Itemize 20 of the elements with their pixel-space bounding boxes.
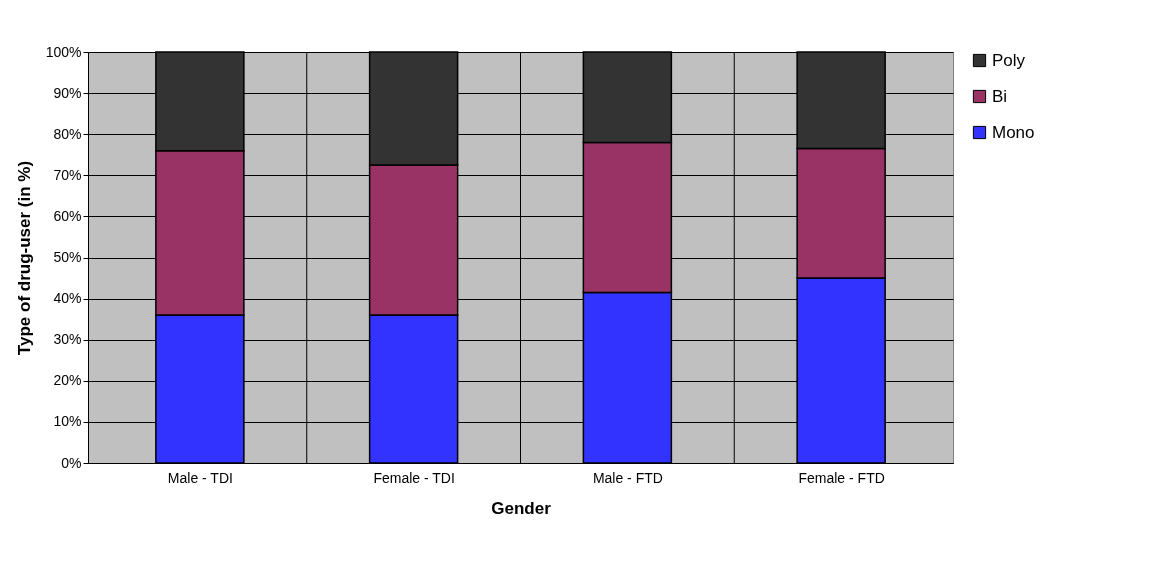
legend-label: Poly <box>992 50 1026 70</box>
y-tick-label: 50% <box>53 249 82 265</box>
y-tick-label: 40% <box>53 290 82 307</box>
x-tick-label: Female - FTD <box>798 469 885 486</box>
y-tick-label: 30% <box>53 331 82 348</box>
y-tick-label: 10% <box>53 413 82 430</box>
x-tick-label: Female - TDI <box>373 469 455 486</box>
x-tick-label: Male - TDI <box>167 469 233 486</box>
x-axis-title: Gender <box>491 498 552 518</box>
x-tick-label: Male - FTD <box>592 469 663 486</box>
legend-label: Bi <box>992 86 1008 106</box>
y-tick-label: 70% <box>53 166 82 183</box>
y-tick-label: 60% <box>53 207 82 224</box>
y-tick-label: 0% <box>61 454 82 471</box>
legend-label: Mono <box>992 122 1035 142</box>
y-tick-label: 80% <box>53 125 82 142</box>
y-tick-label: 100% <box>45 43 82 60</box>
y-tick-label: 90% <box>53 84 82 101</box>
y-tick-label: 20% <box>53 372 82 389</box>
y-axis-title: Type of drug-user (in %) <box>14 160 34 356</box>
